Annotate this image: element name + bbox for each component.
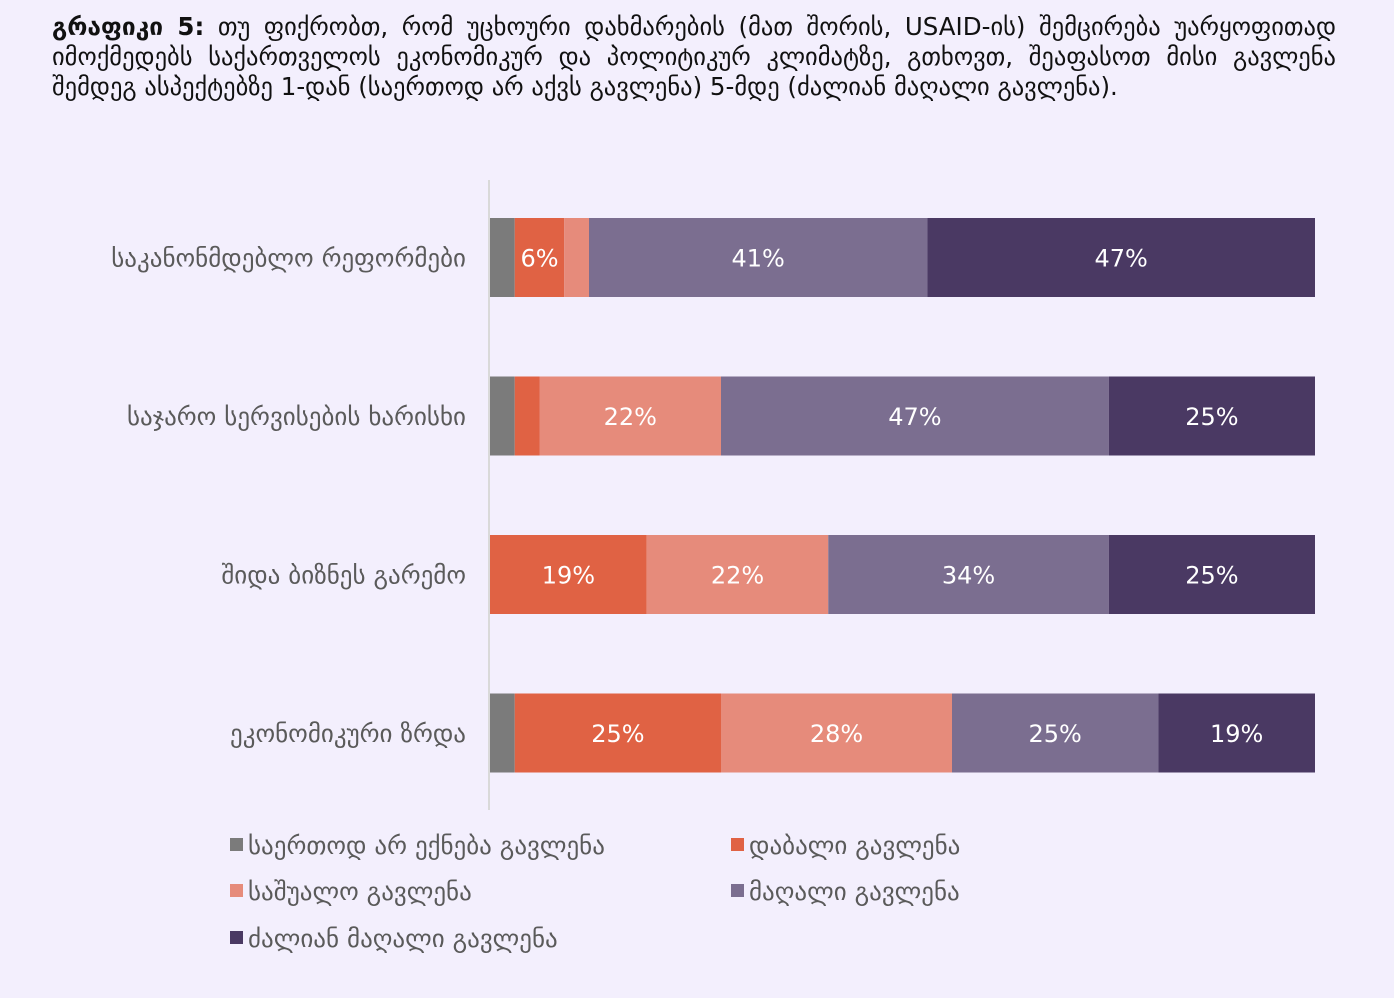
bar-segment [490,693,515,773]
bars-layer [490,218,1315,773]
legend-label: დაბალი გავლენა [749,831,960,860]
chart-title: გრაფიკი 5: თუ ფიქრობთ, რომ უცხოური დახმა… [52,12,1336,102]
data-label: 25% [1185,562,1238,590]
bar-segment [721,376,1109,456]
bar-segment [564,218,589,297]
bar-segment [490,535,647,614]
bar-segment [1108,376,1315,456]
legend-swatch [731,838,744,851]
legend-label: მაღალი გავლენა [749,877,960,906]
bar-segment [514,693,721,773]
data-label: 22% [604,403,657,431]
legend-swatch [230,931,243,944]
data-label: 41% [731,245,784,273]
data-label: 47% [1094,245,1147,273]
legend-label: ძალიან მაღალი გავლენა [248,924,558,953]
bar-segment [490,376,515,456]
category-label: საკანონმდებლო რეფორმები [111,244,466,273]
data-label: 25% [591,720,644,748]
chart-title-text: თუ ფიქრობთ, რომ უცხოური დახმარების (მათ … [52,12,1336,101]
bar-segment [927,218,1315,297]
chart-title-prefix: გრაფიკი 5: [52,12,205,41]
data-label: 22% [711,562,764,590]
data-label: 47% [888,403,941,431]
data-label: 25% [1028,720,1081,748]
data-label: 6% [520,245,558,273]
bar-segment [539,376,721,456]
bar-segment [490,218,515,297]
category-label: საჯარო სერვისების ხარისხი [127,402,466,431]
bar-segment [514,376,540,456]
category-label: ეკონომიკური ზრდა [230,719,466,748]
bar-segment [589,218,928,297]
data-label: 19% [1210,720,1263,748]
bar-segment [1108,535,1315,614]
bar-segment [828,535,1109,614]
labels-layer: 6% 41% 47% საკანონმდებლო რეფორმები 22% 47% 25%… [111,244,1263,749]
legend-swatch [230,838,243,851]
bar-segment [721,693,952,773]
legend-swatch [230,884,243,897]
legend: საერთოდ არ ექნება გავლენა დაბალი გავლენა ს… [230,831,960,953]
bar-segment [514,218,565,297]
bar-segment [646,535,829,614]
legend-swatch [731,884,744,897]
legend-label: საერთოდ არ ექნება გავლენა [248,831,605,860]
data-label: 28% [810,720,863,748]
data-label: 19% [542,562,595,590]
bar-segment [1158,693,1315,773]
category-label: შიდა ბიზნეს გარემო [221,561,466,590]
data-label: 34% [942,562,995,590]
bar-segment [952,693,1159,773]
legend-label: საშუალო გავლენა [248,877,472,906]
data-label: 25% [1185,403,1238,431]
